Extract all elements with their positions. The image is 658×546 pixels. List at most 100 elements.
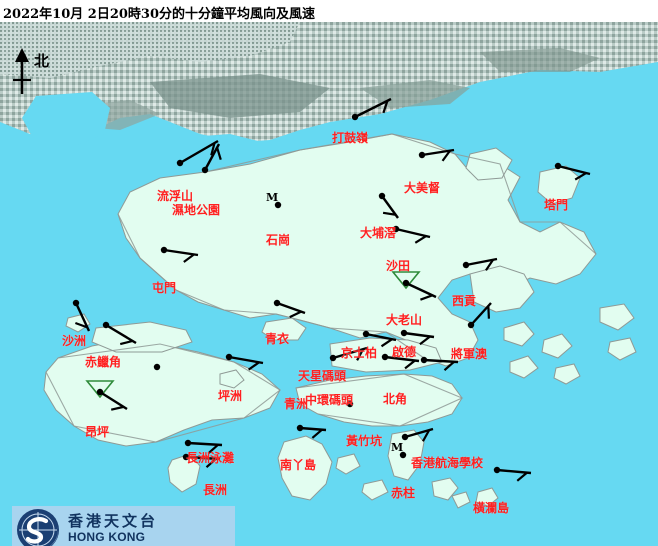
wind-barb-flag — [248, 361, 260, 371]
station-marker-north-point — [420, 356, 459, 372]
station-label-cheung-chau-beach: 長洲泳灘 — [186, 451, 235, 465]
station-dot — [160, 246, 168, 254]
elevated-station-triangle — [391, 271, 421, 290]
station-label-shek-kong: 石崗 — [266, 233, 291, 247]
coastline — [45, 133, 597, 443]
station-dot — [346, 400, 354, 408]
station-dot — [420, 356, 428, 364]
station-dot — [351, 113, 359, 121]
station-marker-sha-chau — [72, 299, 91, 332]
station-marker-lau-fau-shan — [176, 139, 219, 167]
station-dot — [225, 353, 233, 361]
station-dot — [201, 166, 209, 174]
hko-emblem-icon — [17, 509, 59, 546]
hk-landmass — [43, 133, 637, 509]
wind-barb-flag — [443, 360, 455, 372]
wind-barb-flag — [441, 149, 451, 162]
wind-barb-flag — [414, 235, 427, 244]
station-marker-kings-park — [362, 330, 397, 348]
station-marker-wetland-park — [201, 143, 222, 174]
station-dot — [392, 225, 400, 233]
wind-barb-flag — [419, 335, 431, 346]
wind-barb-flag — [216, 147, 222, 161]
station-marker-hk-sea-school — [401, 427, 434, 442]
wind-barb-flag — [382, 100, 389, 114]
station-label-ngong-ping: 昂坪 — [85, 425, 110, 439]
wind-barb-shaft — [496, 468, 532, 475]
station-label-tuen-mun: 屯門 — [152, 281, 177, 295]
station-label-lau-fau-shan: 流浮山 — [157, 189, 194, 203]
station-label-sha-tin: 沙田 — [386, 259, 411, 273]
station-marker-kai-tak — [400, 329, 435, 346]
wind-barb-shaft — [163, 248, 199, 257]
wind-barb-shaft — [299, 426, 327, 432]
wind-barb-flag — [205, 457, 217, 469]
station-marker-green-island — [153, 363, 161, 371]
title-bar: 2022年10月 2日20時30分的十分鐘平均風向及風速 — [0, 0, 658, 22]
station-marker-ta-kwu-ling — [351, 97, 392, 121]
wind-barb-flag — [487, 305, 491, 319]
station-label-central-pier: 中環碼頭 — [305, 393, 354, 407]
logo-title-zh: 香港天文台 — [68, 512, 159, 530]
station-dot — [402, 279, 410, 287]
wind-barb-flag — [110, 405, 124, 411]
station-dot — [467, 321, 475, 329]
station-dot — [176, 159, 184, 167]
page-title: 2022年10月 2日20時30分的十分鐘平均風向及風速 — [3, 7, 316, 22]
wind-barb-flag — [382, 211, 396, 216]
station-marker-cheung-chau — [182, 453, 221, 469]
station-label-tap-mun: 塔門 — [544, 198, 569, 212]
wind-barb-shaft — [105, 323, 137, 345]
wind-barb-flag — [311, 428, 323, 439]
wind-barb-flag — [422, 429, 431, 442]
station-marker-tap-mun — [554, 162, 591, 181]
hko-logo: 香港天文台 HONG KONG OBSERVATORY — [12, 506, 235, 546]
station-dot — [381, 353, 389, 361]
station-label-cheung-chau: 長洲 — [203, 483, 228, 497]
wind-barb-flag — [183, 253, 195, 263]
station-label-star-ferry: 天星碼頭 — [298, 369, 347, 383]
wind-barb-shaft — [384, 355, 420, 363]
station-label-sha-chau: 沙洲 — [62, 334, 87, 348]
wind-barb-flag — [516, 471, 528, 482]
station-marker-sai-kung — [462, 257, 498, 271]
station-dot — [96, 388, 104, 396]
wind-barb-layer: MM — [72, 97, 591, 482]
station-marker-peng-chau — [225, 353, 264, 371]
station-dot — [153, 363, 161, 371]
station-dot — [378, 192, 386, 200]
station-label-sai-kung: 西貢 — [452, 294, 477, 308]
station-dot — [329, 354, 337, 362]
station-dot — [554, 162, 562, 170]
logo-title-en: HONG KONG OBSERVATORY — [68, 530, 160, 546]
wind-barb-shaft — [395, 227, 431, 239]
wind-barb-shaft — [179, 139, 219, 165]
station-marker-star-ferry — [329, 346, 368, 362]
station-dot — [182, 453, 190, 461]
station-dot — [399, 451, 407, 459]
mainland-imagery — [0, 22, 658, 164]
station-marker-central-pier — [381, 353, 420, 370]
elevated-station-triangle — [85, 380, 115, 399]
wind-barb-shaft — [185, 455, 221, 461]
wind-barb-flag — [207, 443, 219, 455]
station-dot — [184, 439, 192, 447]
station-marker-tai-mei-tuk — [418, 148, 455, 162]
station-label-tsing-yi: 青衣 — [265, 332, 290, 346]
station-dot — [418, 151, 426, 159]
station-label-ta-kwu-ling: 打鼓嶺 — [332, 131, 369, 145]
station-label-tai-po-kau: 大埔滘 — [360, 226, 397, 240]
station-label-kings-park: 京士柏 — [341, 346, 378, 360]
north-arrow: 北 — [6, 46, 64, 100]
north-arrow-label: 北 — [34, 52, 50, 70]
station-label-tseung-kwan-o: 將軍澳 — [451, 347, 488, 361]
wind-barb-flag — [420, 294, 433, 301]
station-label-peng-chau: 坪洲 — [218, 389, 243, 403]
wind-barb-flag — [74, 321, 88, 329]
station-marker-tseung-kwan-o — [467, 302, 492, 329]
wind-barb-flag — [404, 359, 416, 370]
station-label-tates-cairn: 大老山 — [386, 313, 423, 327]
station-dot — [462, 261, 470, 269]
station-label-wetland-park: 濕地公園 — [172, 203, 221, 217]
